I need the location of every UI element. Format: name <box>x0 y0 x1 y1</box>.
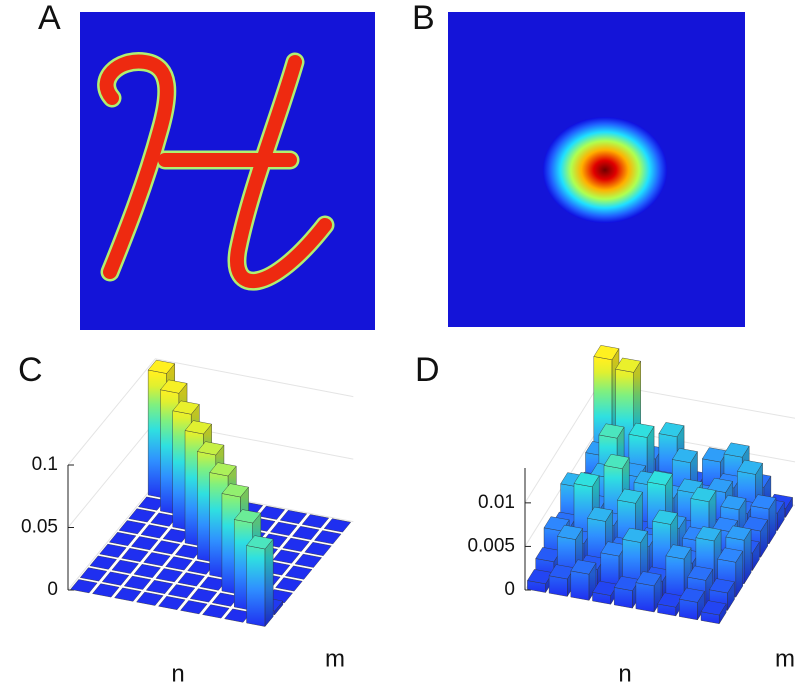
bar <box>257 505 286 520</box>
z-tick-label: 0.005 <box>467 535 515 556</box>
bar <box>165 556 193 571</box>
bar <box>279 510 308 524</box>
bar <box>111 559 139 574</box>
bar <box>275 577 303 592</box>
bar <box>678 587 705 621</box>
bar <box>246 535 274 628</box>
bar <box>128 508 156 523</box>
bar <box>282 537 310 552</box>
bar <box>635 571 662 613</box>
x-axis-label: n <box>618 660 631 687</box>
bar <box>123 575 152 590</box>
bar <box>570 559 597 602</box>
z-tick-label: 0.1 <box>32 454 58 475</box>
bar <box>527 569 553 594</box>
charts: C 0 0.05 0.1 n m D 0 0.005 0.01 n m <box>18 345 796 687</box>
bar <box>613 576 640 609</box>
z-tick-label: 0 <box>504 579 515 600</box>
bar <box>118 520 147 535</box>
bar <box>202 604 230 619</box>
panel-label: D <box>415 351 440 389</box>
bar <box>136 591 164 606</box>
bar <box>92 583 120 598</box>
bar <box>101 571 130 586</box>
bar <box>270 521 298 536</box>
panel-label: A <box>38 0 61 37</box>
bar <box>272 549 301 564</box>
bar3d-chart: D 0 0.005 0.01 n m <box>415 345 796 687</box>
panel-label: C <box>18 351 43 389</box>
bar <box>314 530 342 545</box>
bar <box>665 544 692 604</box>
x-axis-label: n <box>171 660 184 687</box>
bar <box>89 555 117 570</box>
bar <box>108 532 137 546</box>
z-tick-label: 0.05 <box>21 517 58 538</box>
bar <box>79 567 108 582</box>
grid-line <box>67 358 354 466</box>
bar <box>140 524 169 539</box>
bar <box>145 580 174 594</box>
bar <box>143 552 171 567</box>
image-a <box>80 12 375 330</box>
bar <box>177 572 205 587</box>
bar <box>294 553 323 568</box>
y-axis-label: m <box>325 645 345 672</box>
bar <box>301 514 330 529</box>
bar <box>323 518 352 533</box>
bar <box>152 540 181 555</box>
bar <box>130 536 159 551</box>
bar <box>121 548 149 562</box>
bar <box>189 588 218 603</box>
bar <box>180 600 208 615</box>
y-axis-label: m <box>775 645 795 672</box>
bar <box>70 579 98 594</box>
panel-label: B <box>412 0 435 37</box>
bar <box>155 568 183 583</box>
bar <box>700 600 727 625</box>
bar <box>99 543 127 558</box>
bar <box>284 565 313 580</box>
bar <box>167 584 196 599</box>
bar3d-chart: C 0 0.05 0.1 n m <box>18 351 354 687</box>
image-b <box>448 12 745 327</box>
bar <box>304 542 332 556</box>
bar <box>114 587 142 602</box>
bar <box>548 564 575 598</box>
bar <box>158 596 186 610</box>
bar <box>133 564 161 578</box>
z-tick-label: 0 <box>47 579 58 600</box>
bar <box>292 526 320 540</box>
z-tick-label: 0.01 <box>478 492 515 513</box>
